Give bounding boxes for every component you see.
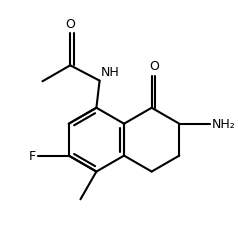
- Text: O: O: [149, 60, 159, 73]
- Text: NH₂: NH₂: [212, 118, 236, 131]
- Text: NH: NH: [101, 66, 120, 79]
- Text: O: O: [65, 18, 75, 31]
- Text: F: F: [29, 149, 36, 162]
